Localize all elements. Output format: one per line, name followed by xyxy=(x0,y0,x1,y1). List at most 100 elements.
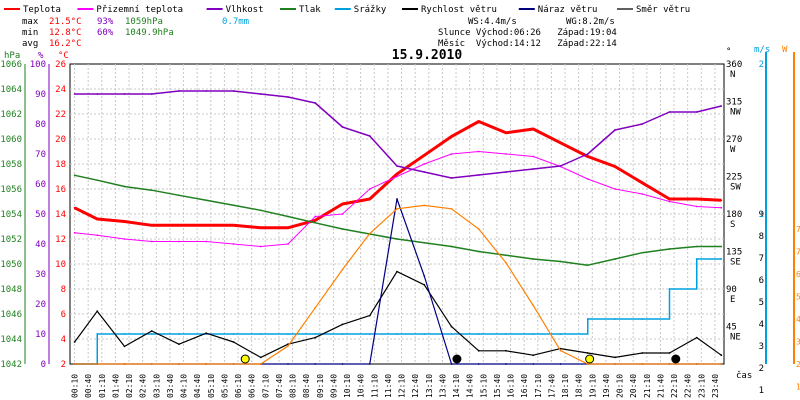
series-point xyxy=(259,356,262,359)
series-point xyxy=(450,177,453,179)
wind-tick: 9 xyxy=(759,210,764,220)
time-tick: 07:40 xyxy=(275,374,284,398)
series-point xyxy=(368,198,371,200)
series-point xyxy=(614,188,616,190)
series-point xyxy=(423,241,426,244)
hpa-tick: 1044 xyxy=(0,335,22,345)
celsius-tick: 8 xyxy=(61,285,66,295)
series-point xyxy=(396,333,398,335)
stats-min-press: 1049.9hPa xyxy=(125,28,174,38)
series-point xyxy=(123,93,126,95)
series-point xyxy=(614,258,616,260)
moonset-marker xyxy=(671,354,681,364)
series-point xyxy=(614,363,616,365)
time-tick: 03:10 xyxy=(152,374,161,398)
series-point xyxy=(368,363,371,365)
series-point xyxy=(532,128,535,130)
solar-tick: 528 xyxy=(796,293,800,302)
celsius-tick: 22 xyxy=(55,110,66,120)
stats-max-hum: 93% xyxy=(97,17,114,27)
series-point xyxy=(178,240,180,243)
series-point xyxy=(123,333,126,335)
series-point xyxy=(586,363,589,365)
series-point xyxy=(96,218,99,220)
percent-tick: 30 xyxy=(35,270,46,280)
series-point xyxy=(123,238,126,240)
series-point xyxy=(614,165,616,168)
series-point xyxy=(287,345,289,347)
series-point xyxy=(423,163,426,165)
series-point xyxy=(73,206,76,209)
time-tick: 02:10 xyxy=(125,374,134,398)
series-point xyxy=(259,209,262,212)
hpa-tick: 1060 xyxy=(0,135,22,145)
celsius-tick: 16 xyxy=(55,185,66,195)
series-point xyxy=(232,204,235,207)
series-point xyxy=(396,238,398,240)
celsius-tick: 6 xyxy=(61,310,66,320)
series-point xyxy=(259,226,262,229)
series-point xyxy=(341,363,344,365)
series-point xyxy=(259,363,262,365)
series-point xyxy=(695,245,698,248)
series-point xyxy=(73,341,76,343)
series-point xyxy=(368,135,371,137)
legend-label: Srážky xyxy=(354,5,387,15)
series-point xyxy=(450,325,453,328)
series-point xyxy=(586,352,589,354)
legend-label: Náraz větru xyxy=(538,5,598,15)
legend-label: Rychlost větru xyxy=(421,5,497,15)
series-point xyxy=(668,352,671,354)
direction-tick: 225 xyxy=(726,173,742,183)
series-point xyxy=(368,188,371,190)
series-point xyxy=(314,215,317,218)
legend-label: Směr větru xyxy=(636,5,690,15)
time-tick: 11:10 xyxy=(370,374,379,398)
series-point xyxy=(559,141,562,144)
wind-tick: 4 xyxy=(759,320,764,330)
series-point xyxy=(178,363,180,365)
series-point xyxy=(668,111,671,113)
time-tick: 16:40 xyxy=(520,374,529,398)
series-point xyxy=(368,314,371,317)
series-point xyxy=(477,150,480,153)
series-point xyxy=(232,90,235,92)
series-point xyxy=(695,205,698,208)
celsius-tick: 4 xyxy=(61,335,66,345)
wind-tick: 7 xyxy=(759,254,764,264)
time-tick: 06:10 xyxy=(234,374,243,398)
series-point xyxy=(150,333,153,335)
sunset-marker xyxy=(585,354,595,364)
series-point xyxy=(641,193,644,195)
time-tick: 21:40 xyxy=(656,374,665,398)
percent-tick: 0 xyxy=(41,360,46,370)
time-tick: 18:40 xyxy=(575,374,584,398)
time-tick: 20:40 xyxy=(629,374,638,398)
series-point xyxy=(720,258,723,260)
time-tick: 09:10 xyxy=(316,374,325,398)
series-point xyxy=(205,224,208,227)
series-point xyxy=(720,206,723,209)
series-point xyxy=(150,93,153,95)
series-point xyxy=(532,354,535,357)
direction-tick: 90 xyxy=(726,285,737,295)
time-tick: 01:10 xyxy=(98,374,107,398)
series-point xyxy=(532,363,535,365)
series-point xyxy=(73,363,76,365)
series-point xyxy=(586,155,589,158)
stats-min-label: min xyxy=(22,28,39,38)
stats-avg-temp: 16.2°C xyxy=(49,39,82,49)
time-tick: 10:40 xyxy=(357,374,366,398)
series-point xyxy=(314,102,317,104)
sunrise-marker xyxy=(240,354,250,364)
time-tick: 14:10 xyxy=(452,374,461,398)
time-tick: 11:40 xyxy=(384,374,393,398)
percent-unit-label: % xyxy=(38,51,44,61)
celsius-unit-label: °C xyxy=(58,51,69,61)
series-point xyxy=(232,224,235,227)
time-tick: 12:40 xyxy=(411,374,420,398)
series-point xyxy=(314,363,317,365)
series-point xyxy=(96,179,99,182)
series-point xyxy=(559,260,562,263)
